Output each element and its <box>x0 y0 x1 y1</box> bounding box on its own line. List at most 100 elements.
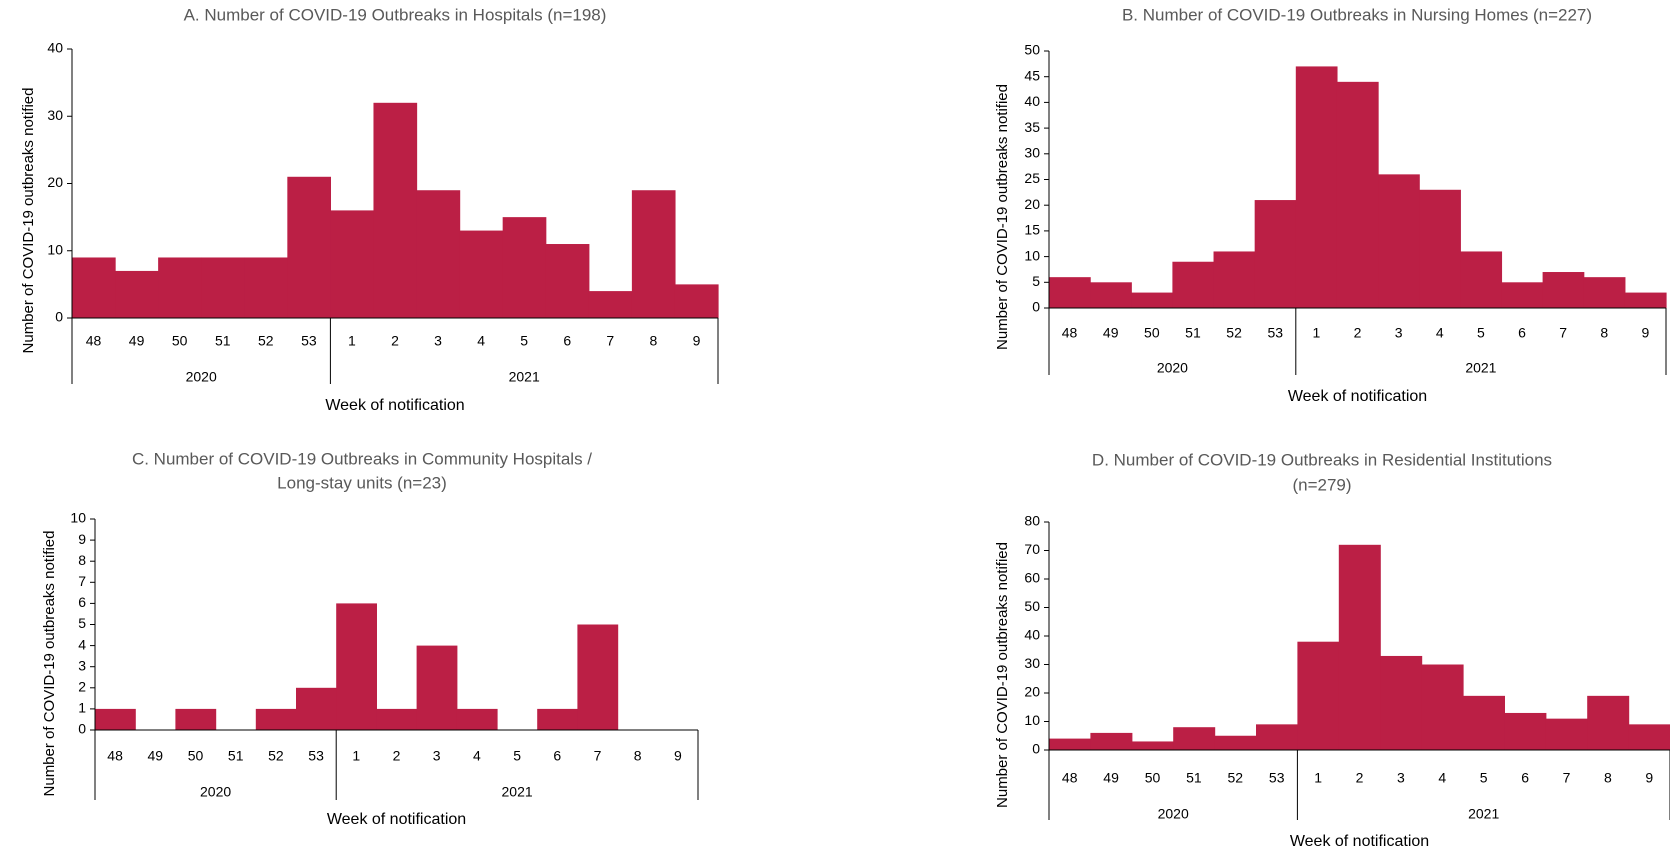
y-tick-label: 6 <box>78 594 86 610</box>
y-tick-label: 8 <box>78 552 86 568</box>
x-tick-label: 52 <box>258 333 274 349</box>
bar-week-1 <box>1295 66 1338 308</box>
y-axis-label: Number of COVID-19 outbreaks notified <box>994 84 1011 350</box>
y-tick-label: 4 <box>78 636 86 652</box>
year-group-label: 2021 <box>502 784 533 800</box>
bar-week-2 <box>1338 544 1381 750</box>
x-tick-label: 5 <box>520 333 528 349</box>
bar-week-8 <box>1583 277 1626 308</box>
x-tick-label: 51 <box>215 333 231 349</box>
x-tick-label: 49 <box>129 333 145 349</box>
x-tick-label: 48 <box>86 333 102 349</box>
bar-week-50 <box>175 708 217 730</box>
year-group-label: 2020 <box>186 369 217 385</box>
x-tick-label: 2 <box>391 333 399 349</box>
x-tick-label: 9 <box>674 748 682 764</box>
x-axis-label: Week of notification <box>1290 833 1429 850</box>
y-tick-label: 2 <box>78 679 86 695</box>
bar-week-53 <box>1256 724 1298 750</box>
x-tick-label: 3 <box>434 333 442 349</box>
x-tick-label: 1 <box>352 748 360 764</box>
year-group-label: 2021 <box>1465 360 1496 376</box>
x-tick-label: 2 <box>393 748 401 764</box>
bar-week-53 <box>287 176 331 318</box>
bar-week-51 <box>1173 727 1216 750</box>
x-tick-label: 6 <box>1518 325 1526 341</box>
bar-week-53 <box>296 687 337 730</box>
x-tick-label: 53 <box>301 333 317 349</box>
y-tick-label: 0 <box>55 309 63 325</box>
bar-week-52 <box>244 257 288 318</box>
x-tick-label: 7 <box>1563 770 1571 786</box>
y-axis-label: Number of COVID-19 outbreaks notified <box>20 88 37 354</box>
y-tick-label: 70 <box>1024 541 1040 557</box>
y-tick-label: 40 <box>1024 627 1040 643</box>
y-tick-label: 80 <box>1024 513 1040 529</box>
bar-week-52 <box>255 708 297 730</box>
y-tick-label: 45 <box>1024 67 1040 83</box>
y-tick-label: 5 <box>1032 273 1040 289</box>
x-tick-label: 52 <box>1226 325 1242 341</box>
bar-week-49 <box>115 270 159 318</box>
bar-week-50 <box>158 257 202 318</box>
bar-week-48 <box>95 708 136 730</box>
bar-week-50 <box>1131 292 1173 308</box>
x-tick-label: 8 <box>1600 325 1608 341</box>
chart-title-line: A. Number of COVID-19 Outbreaks in Hospi… <box>184 5 607 24</box>
bar-week-51 <box>1172 261 1215 308</box>
x-tick-label: 48 <box>1062 770 1078 786</box>
bar-week-2 <box>373 102 418 318</box>
x-tick-label: 50 <box>188 748 204 764</box>
x-tick-label: 48 <box>107 748 123 764</box>
chart-title-line: C. Number of COVID-19 Outbreaks in Commu… <box>132 449 592 468</box>
chart-title-line: (n=279) <box>1292 475 1351 494</box>
bar-week-48 <box>1049 277 1091 308</box>
x-tick-label: 4 <box>1438 770 1446 786</box>
y-tick-label: 3 <box>78 657 86 673</box>
bar-week-53 <box>1254 200 1297 308</box>
x-tick-label: 52 <box>1228 770 1244 786</box>
x-tick-label: 48 <box>1062 325 1078 341</box>
y-tick-label: 25 <box>1024 170 1040 186</box>
y-tick-label: 30 <box>47 107 63 123</box>
bar-week-8 <box>631 190 676 318</box>
x-axis-label: Week of notification <box>327 811 466 828</box>
x-tick-label: 1 <box>1314 770 1322 786</box>
bar-week-4 <box>456 708 498 730</box>
y-tick-label: 40 <box>1024 93 1040 109</box>
x-tick-label: 4 <box>1436 325 1444 341</box>
year-group-label: 2021 <box>1468 806 1499 822</box>
y-tick-label: 15 <box>1024 222 1040 238</box>
bar-week-5 <box>1463 695 1505 750</box>
chart-title-line: B. Number of COVID-19 Outbreaks in Nursi… <box>1122 5 1592 24</box>
x-tick-label: 9 <box>1645 770 1653 786</box>
chart-hospitals: A. Number of COVID-19 Outbreaks in Hospi… <box>20 5 719 414</box>
bar-week-6 <box>1501 282 1544 308</box>
bar-week-9 <box>1628 724 1670 750</box>
y-tick-label: 50 <box>1024 598 1040 614</box>
x-tick-label: 3 <box>1397 770 1405 786</box>
x-tick-label: 4 <box>477 333 485 349</box>
bar-week-7 <box>1545 718 1588 750</box>
chart-community-hospitals: C. Number of COVID-19 Outbreaks in Commu… <box>41 449 699 828</box>
bar-week-9 <box>674 284 719 319</box>
bar-week-3 <box>416 190 461 318</box>
y-tick-label: 30 <box>1024 145 1040 161</box>
x-tick-label: 8 <box>1604 770 1612 786</box>
x-tick-label: 8 <box>634 748 642 764</box>
y-tick-label: 0 <box>1032 741 1040 757</box>
x-tick-label: 51 <box>1185 325 1201 341</box>
x-tick-label: 49 <box>148 748 164 764</box>
bar-week-1 <box>1297 641 1340 750</box>
bar-week-1 <box>330 210 375 318</box>
x-tick-label: 7 <box>1559 325 1567 341</box>
bar-week-9 <box>1624 292 1667 308</box>
x-tick-label: 4 <box>473 748 481 764</box>
y-tick-label: 7 <box>78 573 86 589</box>
bar-week-1 <box>336 603 377 730</box>
bar-week-50 <box>1131 741 1174 750</box>
y-axis-label: Number of COVID-19 outbreaks notified <box>41 531 58 797</box>
chart-residential-institutions: D. Number of COVID-19 Outbreaks in Resid… <box>994 450 1670 850</box>
bar-week-7 <box>577 624 619 730</box>
y-tick-label: 0 <box>78 721 86 737</box>
